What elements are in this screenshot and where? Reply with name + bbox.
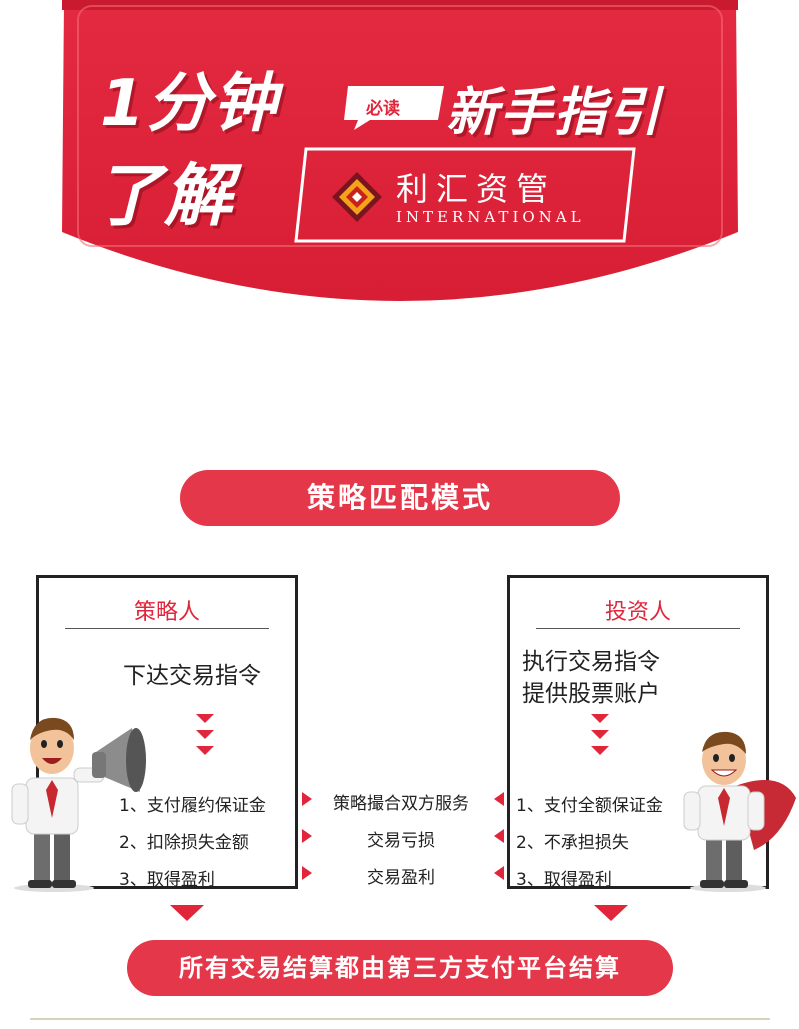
- arrow-right-icon: [302, 792, 312, 806]
- strategist-character-illustration: [11, 717, 146, 892]
- investor-item: 3、取得盈利: [516, 870, 612, 890]
- investor-character-illustration: [683, 731, 796, 892]
- investor-divider: [536, 628, 740, 629]
- brand-name-en: INTERNATIONAL: [396, 208, 585, 226]
- middle-profit-label: 交易盈利: [367, 868, 435, 888]
- down-arrow-icon: [594, 905, 628, 921]
- arrow-left-icon: [494, 866, 504, 880]
- strategist-desc: 下达交易指令: [123, 663, 261, 689]
- brand-logo-icon: [332, 172, 382, 222]
- down-arrow-icon: [591, 746, 609, 755]
- middle-loss-label: 交易亏损: [367, 831, 435, 851]
- investor-desc: 提供股票账户: [522, 681, 660, 707]
- megaphone-icon: [92, 728, 146, 792]
- down-arrow-icon: [591, 714, 609, 723]
- down-arrow-icon: [196, 730, 214, 739]
- down-arrow-icon: [591, 730, 609, 739]
- investor-item: 2、不承担损失: [516, 833, 629, 853]
- hero-title-line2: 了解: [94, 157, 235, 236]
- middle-service-label: 策略撮合双方服务: [333, 794, 469, 814]
- hero-title-line1: 1分钟: [100, 67, 279, 141]
- down-arrow-icon: [170, 905, 204, 921]
- must-read-label: 必读: [366, 99, 400, 119]
- brand-frame: [294, 147, 636, 243]
- arrow-right-icon: [302, 829, 312, 843]
- arrow-right-icon: [302, 866, 312, 880]
- speech-bubble-icon: [344, 86, 444, 130]
- settlement-pill: 所有交易结算都由第三方支付平台结算: [127, 940, 673, 996]
- footer-divider: [30, 1018, 770, 1020]
- strategist-item: 1、支付履约保证金: [119, 796, 266, 816]
- mode-title-pill: 策略匹配模式: [180, 470, 620, 526]
- investor-title: 投资人: [604, 600, 671, 625]
- brand-name-cn: 利汇资管: [396, 170, 557, 208]
- arrow-left-icon: [494, 829, 504, 843]
- investor-item: 1、支付全额保证金: [516, 796, 663, 816]
- strategist-title: 策略人: [133, 600, 200, 625]
- down-arrow-icon: [196, 714, 214, 723]
- investor-desc: 执行交易指令: [522, 649, 660, 675]
- strategist-item: 3、取得盈利: [119, 870, 215, 890]
- hero-guide-title: 新手指引: [446, 83, 663, 143]
- strategist-divider: [65, 628, 269, 629]
- strategist-card: 策略人 下达交易指令 1、支付履约保证金 2、扣除损失金额 3、取得盈利: [36, 575, 298, 890]
- strategist-item: 2、扣除损失金额: [119, 833, 249, 853]
- arrow-left-icon: [494, 792, 504, 806]
- down-arrow-icon: [196, 746, 214, 755]
